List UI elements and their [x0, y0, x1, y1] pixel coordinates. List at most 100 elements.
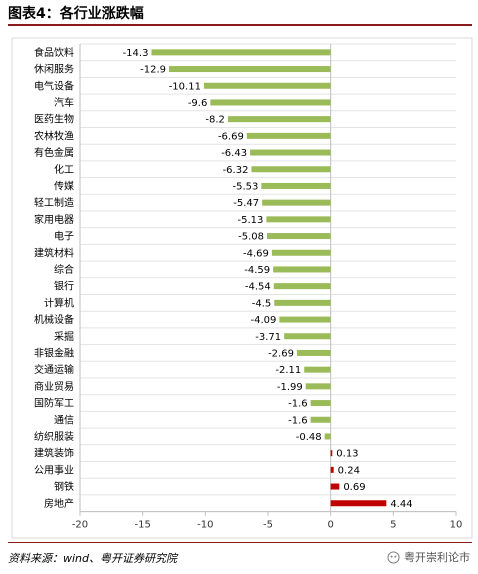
data-label: -5.47 — [233, 198, 259, 209]
bar — [273, 266, 331, 273]
data-label: -3.71 — [255, 332, 281, 343]
category-label: 农林牧渔 — [34, 129, 74, 142]
category-label: 国防军工 — [34, 397, 74, 410]
data-label: -14.3 — [123, 48, 149, 59]
data-label: -6.69 — [218, 131, 244, 142]
bar — [210, 99, 331, 106]
data-label: 0.69 — [343, 482, 365, 493]
data-label: -1.99 — [277, 382, 303, 393]
category-label: 传媒 — [54, 180, 74, 192]
bar — [279, 316, 331, 323]
category-label: 化工 — [54, 163, 74, 176]
x-tick-label: -15 — [134, 520, 150, 531]
category-label: 计算机 — [44, 296, 74, 309]
x-tick-label: -5 — [263, 520, 273, 531]
category-label: 交通运输 — [34, 363, 74, 376]
data-label: -2.11 — [275, 365, 301, 376]
bar — [330, 466, 334, 473]
bar — [261, 182, 331, 189]
data-label: -2.69 — [268, 348, 294, 359]
data-label: -9.6 — [188, 98, 208, 109]
x-tick-label: 10 — [450, 520, 463, 531]
data-label: -4.5 — [252, 298, 272, 309]
data-label: 0.24 — [338, 465, 360, 476]
bar — [250, 149, 331, 156]
bar — [271, 249, 331, 256]
bar — [266, 216, 331, 223]
bar — [324, 433, 331, 440]
category-label: 采掘 — [54, 330, 74, 343]
category-label: 建筑装饰 — [34, 447, 74, 460]
bar — [310, 400, 331, 407]
data-label: -4.59 — [244, 265, 270, 276]
bar — [203, 82, 331, 89]
data-label: -1.6 — [288, 399, 308, 410]
x-tick-label: 5 — [390, 520, 396, 531]
watermark-text: 粤开崇利论市 — [404, 551, 470, 564]
category-label: 建筑材料 — [34, 246, 74, 259]
data-label: -4.09 — [251, 315, 277, 326]
data-label: -5.08 — [238, 232, 264, 243]
bar — [296, 349, 331, 356]
bar — [305, 383, 331, 390]
data-label: -5.53 — [232, 181, 258, 192]
bar-chart: 食品饮料 -14.3 休闲服务 -12.9 电气设备 -10.11 汽车 -9.6 医药生物 -8… — [11, 37, 473, 539]
category-label: 房地产 — [44, 497, 74, 510]
data-label: -6.32 — [223, 165, 249, 176]
category-label: 医药生物 — [34, 113, 74, 126]
data-label: 0.13 — [336, 449, 358, 460]
wechat-icon — [387, 550, 400, 564]
watermark: 粤开崇利论市 — [387, 549, 470, 565]
data-label: -6.43 — [221, 148, 247, 159]
data-label: -1.6 — [288, 415, 308, 426]
bar — [330, 450, 333, 457]
category-label: 钢铁 — [54, 480, 74, 493]
category-label: 纺织服装 — [34, 430, 74, 443]
bar — [304, 366, 331, 373]
category-label: 电子 — [54, 230, 74, 243]
category-label: 食品饮料 — [34, 46, 74, 59]
bar — [310, 416, 331, 423]
bar — [246, 132, 331, 139]
data-label: 4.44 — [390, 499, 412, 510]
category-label: 家用电器 — [34, 213, 74, 226]
chart-title: 图表4：各行业涨跌幅 — [8, 6, 144, 22]
footer-divider — [8, 542, 472, 543]
bar — [330, 483, 340, 490]
category-label: 轻工制造 — [34, 196, 74, 209]
category-label: 非银金融 — [34, 346, 74, 359]
data-label: -8.2 — [205, 115, 225, 126]
bar — [273, 283, 331, 290]
plot-frame — [11, 37, 473, 539]
category-label: 商业贸易 — [34, 380, 74, 393]
bar — [330, 500, 387, 507]
bar — [262, 199, 331, 206]
x-tick-label: 0 — [327, 520, 333, 531]
category-label: 银行 — [54, 280, 74, 293]
source-note: 资料来源：wind、粤开证券研究院 — [8, 552, 178, 565]
title-divider — [8, 24, 472, 26]
data-label: -5.13 — [237, 215, 263, 226]
category-label: 通信 — [54, 414, 74, 426]
bar — [168, 66, 331, 73]
bar — [251, 166, 331, 173]
category-label: 休闲服务 — [34, 63, 74, 76]
data-label: -10.11 — [169, 81, 201, 92]
data-label: -4.69 — [243, 248, 269, 259]
x-tick-label: -10 — [197, 520, 213, 531]
data-label: -4.54 — [245, 282, 271, 293]
category-label: 机械设备 — [34, 313, 74, 326]
category-label: 汽车 — [54, 96, 74, 109]
category-label: 有色金属 — [34, 146, 74, 159]
category-label: 综合 — [54, 263, 74, 276]
bar — [266, 233, 331, 240]
data-label: -12.9 — [140, 65, 166, 76]
bar — [151, 49, 331, 56]
bar — [227, 116, 331, 123]
bar — [284, 333, 331, 340]
data-label: -0.48 — [296, 432, 322, 443]
x-tick-label: -20 — [72, 520, 88, 531]
category-label: 电气设备 — [34, 79, 74, 92]
bar — [274, 299, 331, 306]
category-label: 公用事业 — [34, 463, 74, 476]
